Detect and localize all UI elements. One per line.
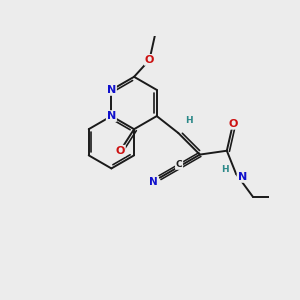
Text: N: N xyxy=(107,85,116,95)
Text: C: C xyxy=(176,160,182,169)
Text: N: N xyxy=(149,176,158,187)
Text: N: N xyxy=(238,172,247,182)
Text: H: H xyxy=(221,165,229,174)
Text: N: N xyxy=(107,111,116,121)
Text: H: H xyxy=(185,116,193,125)
Text: O: O xyxy=(228,119,238,129)
Text: O: O xyxy=(116,146,125,156)
Text: O: O xyxy=(145,55,154,65)
